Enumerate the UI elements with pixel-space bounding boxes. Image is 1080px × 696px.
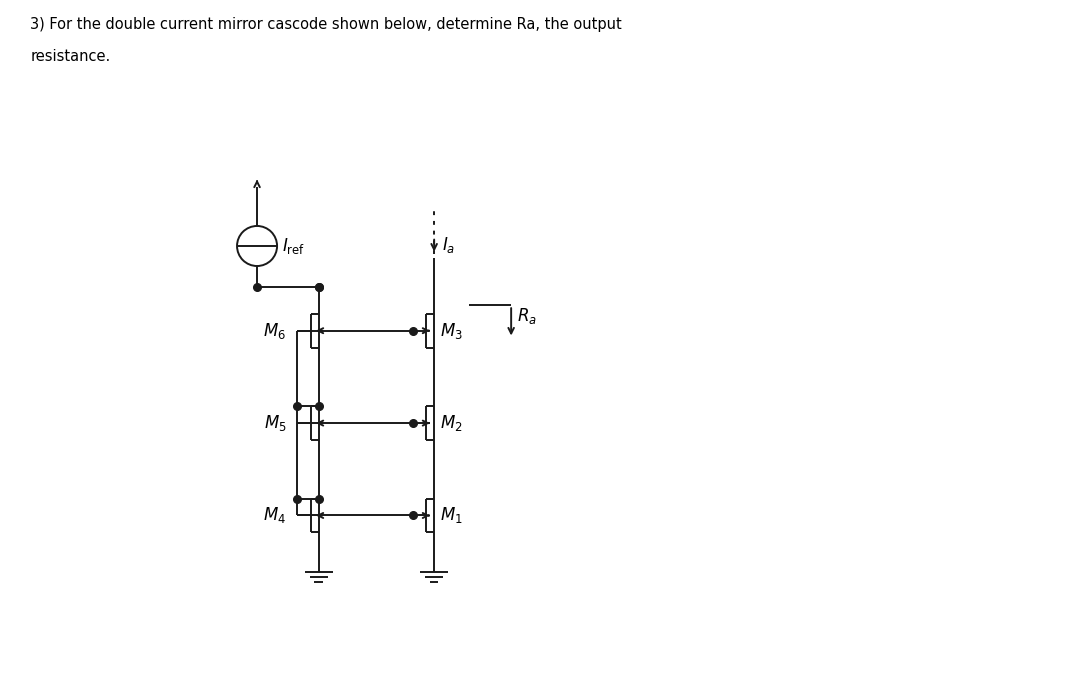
Text: $M_2$: $M_2$ <box>441 413 463 433</box>
Text: $I_{\rm ref}$: $I_{\rm ref}$ <box>283 236 306 256</box>
Text: $M_1$: $M_1$ <box>441 505 463 525</box>
Text: $M_3$: $M_3$ <box>441 321 463 340</box>
Text: resistance.: resistance. <box>30 49 110 64</box>
Text: $M_5$: $M_5$ <box>264 413 286 433</box>
Text: 3) For the double current mirror cascode shown below, determine Ra, the output: 3) For the double current mirror cascode… <box>30 17 622 33</box>
Text: $R_a$: $R_a$ <box>516 306 537 326</box>
Text: $I_a$: $I_a$ <box>442 235 455 255</box>
Text: $M_6$: $M_6$ <box>264 321 286 340</box>
Text: $M_4$: $M_4$ <box>264 505 286 525</box>
